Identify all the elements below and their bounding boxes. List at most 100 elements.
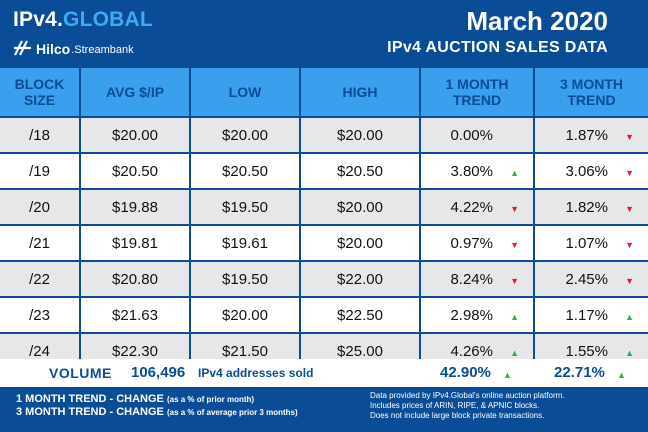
- page-subtitle: IPv4 AUCTION SALES DATA: [387, 39, 608, 56]
- low-price-cell: $19.50: [190, 188, 301, 225]
- table-row: /23 $21.63 $20.00 $22.50 2.98% ▲ 1.17% ▲: [0, 296, 648, 333]
- low-price-cell: $19.50: [190, 260, 301, 297]
- trend-value: 2.45%: [565, 271, 608, 288]
- brand-logo: IPv4.GLOBAL: [13, 8, 153, 32]
- volume-text: IPv4 addresses sold: [198, 366, 314, 380]
- trend-3-month-cell: 1.87% ▼: [534, 116, 648, 153]
- high-price-cell: $20.00: [300, 188, 421, 225]
- triangle-up-icon: ▲: [510, 168, 519, 178]
- trend-value: 0.97%: [450, 235, 493, 252]
- high-price-cell: $20.50: [300, 152, 421, 189]
- col-avg-price-header: AVG $/IP: [80, 68, 191, 117]
- note-1-month: 1 MONTH TREND - CHANGE (as a % of prior …: [16, 393, 298, 406]
- col-1-month-trend-header: 1 MONTH TREND: [420, 68, 535, 117]
- triangle-up-icon: ▲: [625, 312, 634, 322]
- high-price-cell: $20.00: [300, 116, 421, 153]
- triangle-down-icon: ▼: [625, 276, 634, 286]
- low-price-cell: $20.50: [190, 152, 301, 189]
- note-3-main: 3 MONTH TREND - CHANGE: [16, 406, 164, 418]
- avg-price-cell: $20.00: [80, 116, 191, 153]
- hilco-streambank-logo: Hilco .Streambank: [13, 40, 134, 57]
- block-size-cell: /19: [0, 152, 81, 189]
- trend-value: 4.22%: [450, 199, 493, 216]
- triangle-down-icon: ▼: [625, 240, 634, 250]
- volume-label: VOLUME: [49, 365, 112, 381]
- trend-3-month-cell: 2.45% ▼: [534, 260, 648, 297]
- triangle-down-icon: ▼: [625, 204, 634, 214]
- low-price-cell: $20.00: [190, 116, 301, 153]
- high-price-cell: $22.50: [300, 296, 421, 333]
- trend-3-month-cell: 1.82% ▼: [534, 188, 648, 225]
- note-1-paren: (as a % of prior month): [166, 395, 255, 404]
- trend-1-month-cell: 0.97% ▼: [420, 224, 535, 261]
- volume-1-month-trend: 42.90%: [440, 364, 491, 381]
- triangle-up-icon: ▲: [510, 312, 519, 322]
- note-3-paren: (as a % of average prior 3 months): [166, 408, 298, 417]
- credit-line: Includes prices of ARIN, RIPE, & APNIC b…: [370, 401, 540, 410]
- trend-1-month-cell: 0.00%: [420, 116, 535, 153]
- hilco-logo-icon: [13, 40, 32, 57]
- header: IPv4.GLOBAL Hilco .Streambank March 2020 …: [0, 0, 648, 66]
- trend-1-month-cell: 2.98% ▲: [420, 296, 535, 333]
- col-low-header: LOW: [190, 68, 301, 117]
- block-size-cell: /18: [0, 116, 81, 153]
- low-price-cell: $20.00: [190, 296, 301, 333]
- credit-line: Does not include large block private tra…: [370, 411, 545, 420]
- page-title: March 2020: [466, 6, 608, 36]
- brand-part2: GLOBAL: [63, 8, 153, 31]
- trend-3-month-cell: 3.06% ▼: [534, 152, 648, 189]
- trend-3-month-cell: 1.07% ▼: [534, 224, 648, 261]
- brand-part1: IPv4.: [13, 8, 64, 31]
- table-row: /21 $19.81 $19.61 $20.00 0.97% ▼ 1.07% ▼: [0, 224, 648, 261]
- hilco-regular: .Streambank: [71, 43, 134, 56]
- block-size-cell: /23: [0, 296, 81, 333]
- trend-value: 3.80%: [450, 163, 493, 180]
- block-size-cell: /22: [0, 260, 81, 297]
- trend-value: 8.24%: [450, 271, 493, 288]
- triangle-down-icon: ▼: [510, 240, 519, 250]
- trend-value: 1.07%: [565, 235, 608, 252]
- block-size-cell: /20: [0, 188, 81, 225]
- table-header-row: BLOCK SIZE AVG $/IP LOW HIGH 1 MONTH TREND 3 MO…: [0, 68, 648, 117]
- trend-value: 1.87%: [565, 127, 608, 144]
- note-3-month: 3 MONTH TREND - CHANGE (as a % of averag…: [16, 406, 298, 419]
- hilco-bold: Hilco: [36, 40, 71, 57]
- triangle-up-icon: ▲: [625, 348, 634, 358]
- high-price-cell: $22.00: [300, 260, 421, 297]
- trend-1-month-cell: 4.22% ▼: [420, 188, 535, 225]
- trend-3-month-cell: 1.17% ▲: [534, 296, 648, 333]
- table-row: /22 $20.80 $19.50 $22.00 8.24% ▼ 2.45% ▼: [0, 260, 648, 297]
- triangle-up-icon: ▲: [617, 370, 626, 380]
- volume-3-month-trend: 22.71%: [554, 364, 605, 381]
- avg-price-cell: $20.80: [80, 260, 191, 297]
- table-row: /20 $19.88 $19.50 $20.00 4.22% ▼ 1.82% ▼: [0, 188, 648, 225]
- trend-value: 2.98%: [450, 307, 493, 324]
- triangle-down-icon: ▼: [625, 168, 634, 178]
- volume-row: VOLUME 106,496 IPv4 addresses sold 42.90…: [0, 359, 648, 387]
- trend-notes: 1 MONTH TREND - CHANGE (as a % of prior …: [16, 393, 298, 419]
- block-size-cell: /21: [0, 224, 81, 261]
- table-body: /18 $20.00 $20.00 $20.00 0.00% 1.87% ▼/19 $20.5…: [0, 116, 648, 368]
- table-row: /19 $20.50 $20.50 $20.50 3.80% ▲ 3.06% ▼: [0, 152, 648, 189]
- trend-value: 4.26%: [450, 343, 493, 360]
- avg-price-cell: $20.50: [80, 152, 191, 189]
- trend-value: 1.55%: [565, 343, 608, 360]
- trend-value: 0.00%: [450, 127, 493, 144]
- credit-line: Data provided by IPv4.Global's online au…: [370, 391, 565, 400]
- triangle-down-icon: ▼: [625, 132, 634, 142]
- trend-value: 1.17%: [565, 307, 608, 324]
- avg-price-cell: $19.88: [80, 188, 191, 225]
- low-price-cell: $19.61: [190, 224, 301, 261]
- trend-value: 1.82%: [565, 199, 608, 216]
- volume-count: 106,496: [131, 364, 186, 381]
- high-price-cell: $20.00: [300, 224, 421, 261]
- note-1-main: 1 MONTH TREND - CHANGE: [16, 393, 164, 405]
- col-high-header: HIGH: [300, 68, 421, 117]
- col-block-size-header: BLOCK SIZE: [0, 68, 81, 117]
- sales-table: BLOCK SIZE AVG $/IP LOW HIGH 1 MONTH TREND 3 MO…: [0, 68, 648, 368]
- trend-1-month-cell: 3.80% ▲: [420, 152, 535, 189]
- triangle-down-icon: ▼: [510, 204, 519, 214]
- triangle-up-icon: ▲: [510, 348, 519, 358]
- table-row: /18 $20.00 $20.00 $20.00 0.00% 1.87% ▼: [0, 116, 648, 153]
